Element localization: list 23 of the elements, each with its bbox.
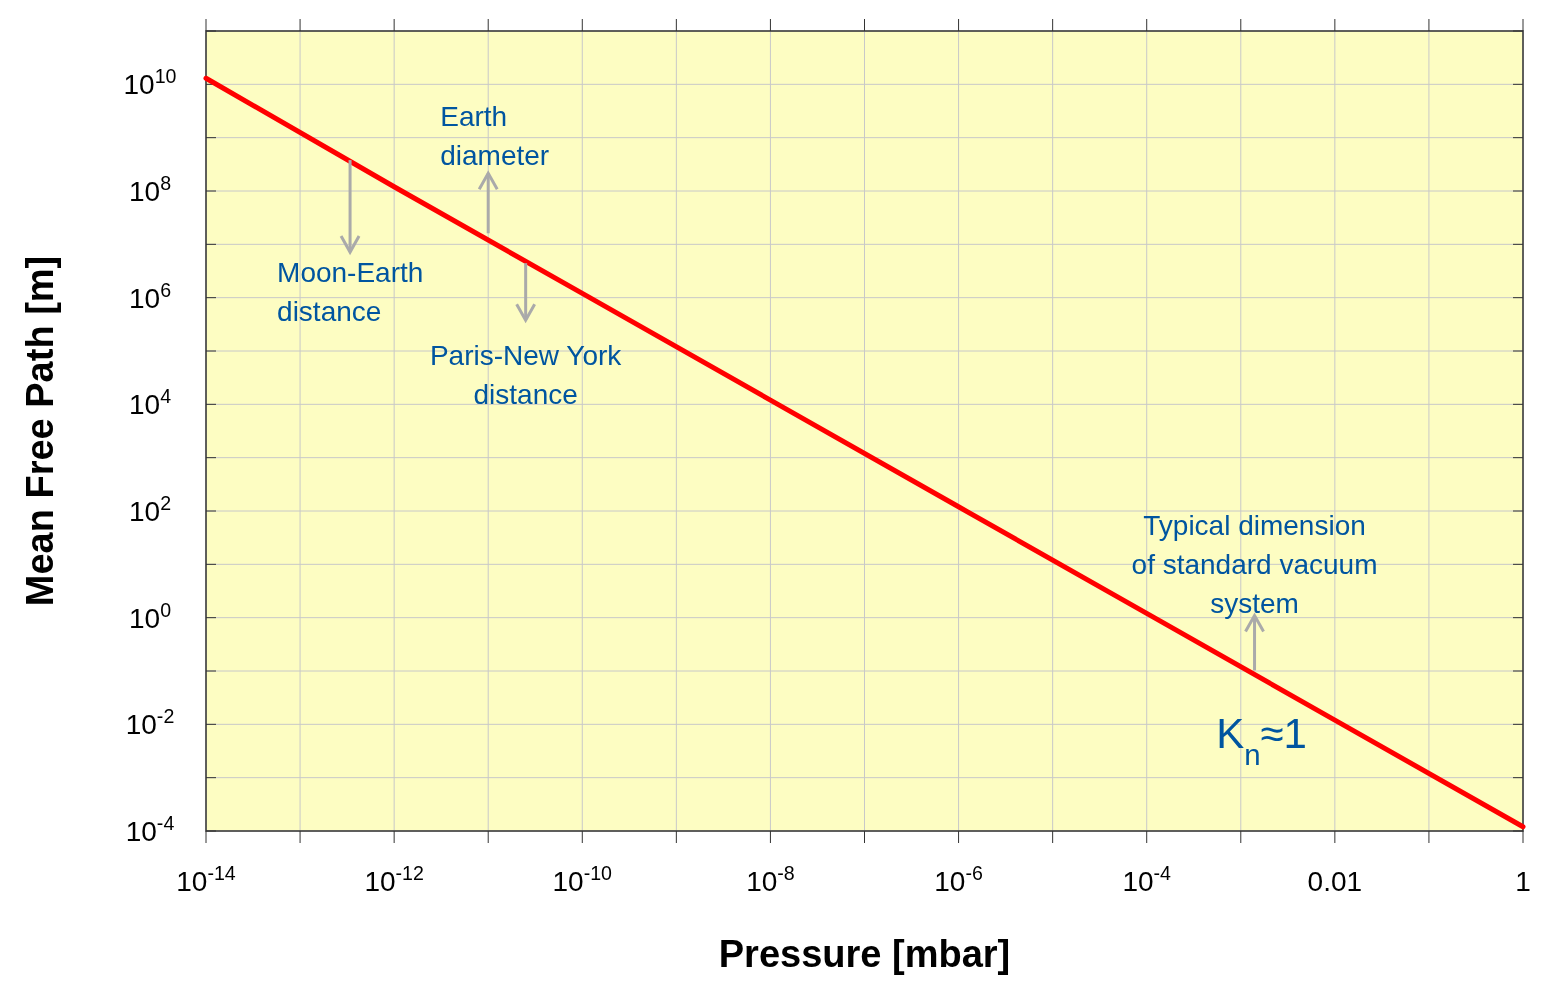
y-tick-label: 10$^{0}$ [128,598,172,634]
annotation: Typical dimension of standard vacuum system [1131,510,1378,620]
x-tick-label: 1 [1515,866,1531,897]
y-tick-label: 10$^{-2}$ [125,705,175,741]
x-axis-title: Pressure [mbar] [718,933,1011,975]
x-tick-label: 10$^{-6}$ [934,862,983,897]
x-tick-label: 10$^{-8}$ [746,862,795,897]
x-tick-label: 10$^{-12}$ [364,862,424,897]
annotation: Moon-Earth distance [277,257,424,328]
y-axis-title: Mean Free Path [m] [19,255,61,607]
annotation: Earth diameter [440,101,550,172]
annotation: K$_{n}$≈1 [1216,710,1307,771]
y-tick-label: 10$^{-4}$ [125,812,175,847]
x-tick-label: 10$^{-4}$ [1122,862,1172,897]
y-tick-label: 10$^{6}$ [128,278,172,314]
x-tick-label: 10$^{-10}$ [552,862,613,897]
y-tick-label: 10$^{4}$ [128,385,172,421]
y-tick-label: 10$^{2}$ [128,492,172,527]
annotation: Paris-New York distance [429,340,623,411]
x-tick-label: 0.01 [1307,866,1363,897]
x-tick-label: 10$^{-14}$ [176,862,236,897]
y-tick-label: 10$^{8}$ [128,172,172,207]
y-tick-label: 10$^{10}$ [123,65,177,101]
